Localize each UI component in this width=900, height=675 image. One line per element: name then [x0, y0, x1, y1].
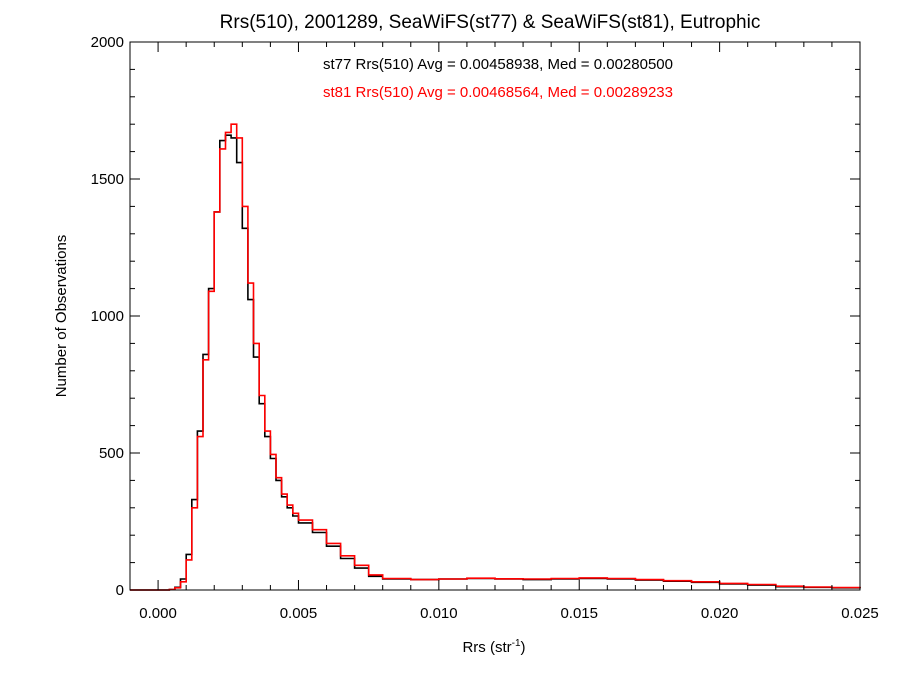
y-tick-label: 1500: [91, 171, 124, 188]
x-tick-label: 0.000: [139, 605, 177, 622]
plot-frame: [129, 41, 861, 591]
annotation-st81: st81 Rrs(510) Avg = 0.00468564, Med = 0.…: [323, 84, 673, 101]
x-axis-label-main: Rrs (str: [462, 639, 511, 656]
histogram-series-0: [130, 134, 861, 591]
x-tick-label: 0.010: [420, 605, 458, 622]
y-tick-label: 0: [116, 582, 124, 599]
series-layer: [130, 123, 861, 591]
y-axis-label: Number of Observations: [53, 235, 70, 398]
x-tick-label: 0.020: [701, 605, 739, 622]
y-tick-label: 2000: [91, 34, 124, 51]
y-tick-label: 500: [99, 445, 124, 462]
x-axis-label: Rrs (str-1): [462, 638, 525, 656]
y-tick-label: 1000: [91, 308, 124, 325]
x-tick-label: 0.025: [841, 605, 879, 622]
annotation-st77: st77 Rrs(510) Avg = 0.00458938, Med = 0.…: [323, 56, 673, 73]
histogram-series-1: [130, 123, 861, 591]
x-axis-label-close: ): [521, 639, 526, 656]
chart-title: Rrs(510), 2001289, SeaWiFS(st77) & SeaWi…: [220, 12, 761, 33]
x-tick-label: 0.005: [280, 605, 318, 622]
tick-layer: 0.000 0.005 0.010 0.015 0.020 0.025 0 500 1000 15…: [91, 34, 879, 622]
x-axis-label-sup: -1: [512, 638, 521, 649]
x-tick-label: 0.015: [560, 605, 598, 622]
